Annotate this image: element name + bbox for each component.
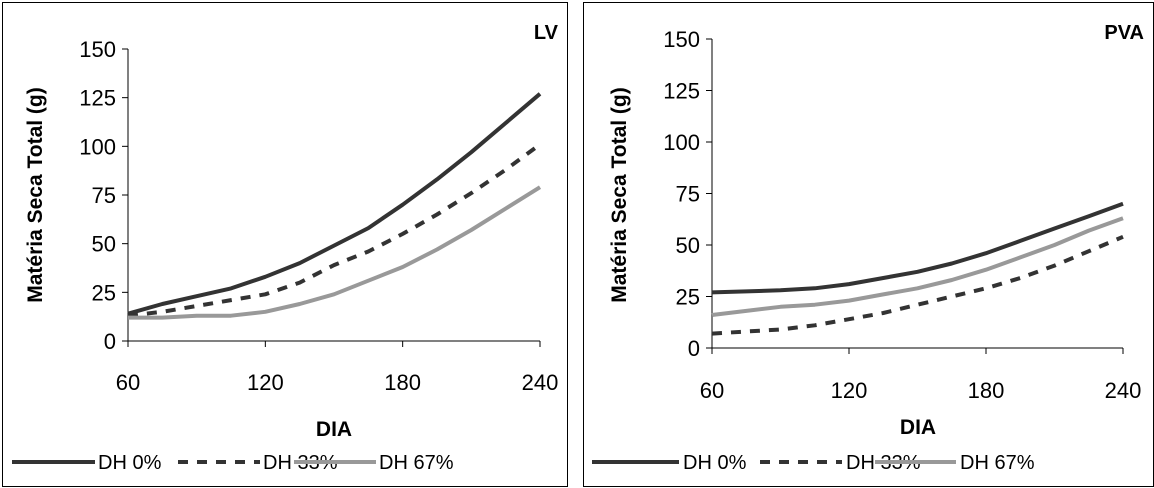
series-line-1 xyxy=(127,92,542,316)
x-tick-label: 60 xyxy=(700,378,724,403)
y-tick-label: 0 xyxy=(104,329,116,354)
y-tick-label: 25 xyxy=(92,280,116,305)
y-tick-label: 75 xyxy=(92,183,116,208)
y-tick-label: 50 xyxy=(676,233,700,258)
series-line-2 xyxy=(711,234,1124,336)
y-tick-label: 125 xyxy=(663,79,700,104)
y-tick-label: 50 xyxy=(92,232,116,257)
y-axis-title: Matéria Seca Total (g) xyxy=(608,87,631,303)
series-line-3 xyxy=(128,185,542,320)
y-axis-title: Matéria Seca Total (g) xyxy=(24,87,47,303)
legend: DH 0%DH 33%DH 67% xyxy=(592,452,1035,474)
y-tick-label: 150 xyxy=(663,27,700,52)
x-tick-label: 180 xyxy=(384,370,421,395)
legend-label-1: DH 0% xyxy=(683,452,747,474)
series-line-2 xyxy=(127,142,542,318)
x-axis-title: DIA xyxy=(900,416,936,439)
x-tick-label: 120 xyxy=(247,370,284,395)
y-tick-label: 0 xyxy=(688,336,700,361)
legend: DH 0%DH 33%DH 67% xyxy=(12,452,454,474)
y-tick-label: 25 xyxy=(676,285,700,310)
x-tick-label: 120 xyxy=(831,378,868,403)
series-line-1 xyxy=(711,201,1124,295)
chart-panel-2: 0 25 50 75 100 125 150 60 120 180 240 Matéria Seca … xyxy=(583,2,1154,487)
x-axis-title: DIA xyxy=(316,418,352,441)
series-line-3 xyxy=(711,216,1124,317)
y-tick-label: 150 xyxy=(79,37,116,62)
chart-frame xyxy=(2,2,568,487)
panel-title: LV xyxy=(534,22,559,44)
y-tick-label: 100 xyxy=(79,134,116,159)
x-tick-label: 240 xyxy=(1105,378,1142,403)
x-tick-label: 180 xyxy=(968,378,1005,403)
y-tick-label: 125 xyxy=(79,86,116,111)
legend-label-3: DH 67% xyxy=(960,452,1035,474)
legend-label-1: DH 0% xyxy=(98,452,162,474)
chart-frame xyxy=(583,2,1154,487)
x-tick-label: 240 xyxy=(522,370,559,395)
panel-title: PVA xyxy=(1104,22,1144,44)
legend-label-3: DH 67% xyxy=(379,452,454,474)
y-tick-label: 75 xyxy=(676,182,700,207)
y-tick-label: 100 xyxy=(663,130,700,155)
x-tick-label: 60 xyxy=(116,370,140,395)
chart-panel-1: 0 25 50 75 100 125 150 60 120 180 240 Matéria Seca … xyxy=(2,2,568,487)
